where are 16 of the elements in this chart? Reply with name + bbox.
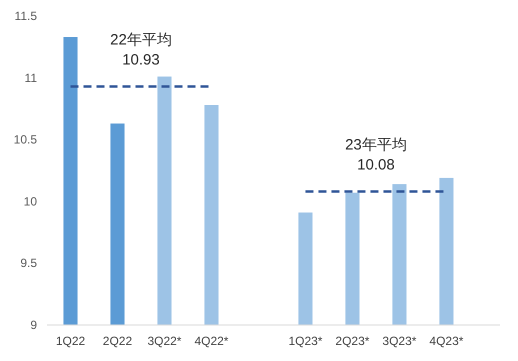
y-tick-label: 9 xyxy=(30,318,38,332)
x-tick-label: 3Q22* xyxy=(147,334,182,348)
y-tick-label: 10.5 xyxy=(14,132,38,147)
x-tick-label: 1Q22 xyxy=(56,334,86,348)
x-tick-label: 4Q22* xyxy=(194,334,229,348)
y-tick-label: 11.5 xyxy=(14,9,38,23)
x-tick-label: 2Q22 xyxy=(102,334,132,348)
annotation: 23年平均 10.08 xyxy=(345,136,407,174)
x-tick-label: 4Q23* xyxy=(429,334,464,348)
x-tick-label: 1Q23* xyxy=(288,334,323,348)
y-tick-label: 11 xyxy=(24,70,38,85)
y-tick-label: 10 xyxy=(24,194,38,208)
x-tick-label: 2Q23* xyxy=(335,334,370,348)
x-tick-label: 3Q23* xyxy=(382,334,417,348)
y-tick-label: 9.5 xyxy=(20,256,38,270)
annotation: 22年平均 10.93 xyxy=(110,31,172,68)
